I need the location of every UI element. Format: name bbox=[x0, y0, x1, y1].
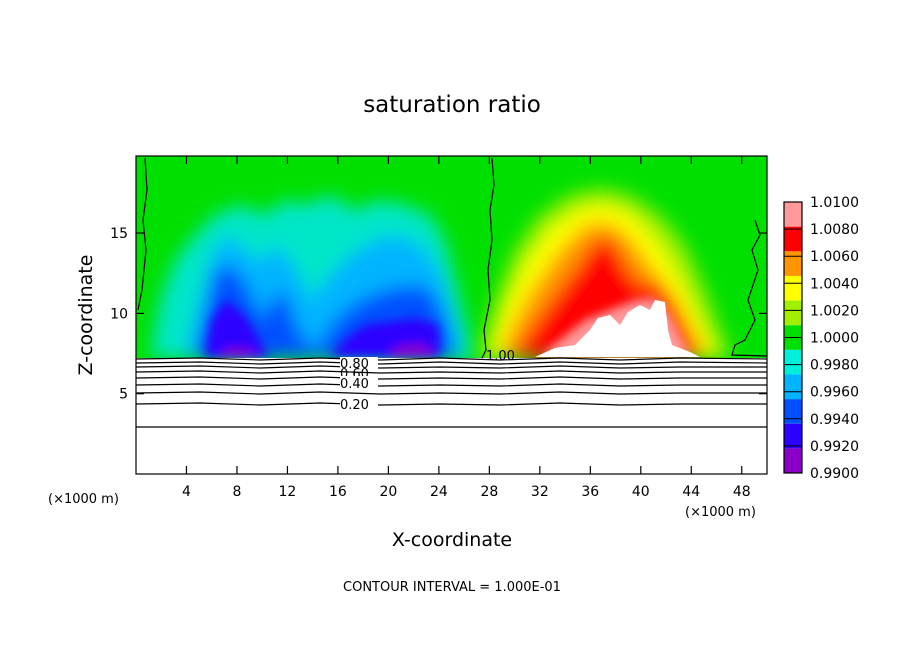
x-tick-label: 12 bbox=[279, 484, 297, 500]
colorbar-label: 0.9980 bbox=[810, 358, 859, 374]
colorbar-label: 1.0080 bbox=[810, 222, 859, 238]
colorbar-label: 0.9920 bbox=[810, 439, 859, 455]
contour-line-0-40 bbox=[136, 383, 767, 387]
colorbar: 0.9900 0.9920 0.9940 0.9960 0.9980 1.0000 1.00… bbox=[783, 195, 859, 482]
x-tick-label: 32 bbox=[531, 484, 549, 500]
x-tick-label: 4 bbox=[182, 484, 191, 500]
lower-region bbox=[136, 358, 767, 474]
contour-line-1-00-right bbox=[731, 219, 767, 357]
x-tick-label: 36 bbox=[581, 484, 599, 500]
y-axis-label: Z-coordinate bbox=[75, 255, 97, 376]
colorbar-swatch bbox=[784, 399, 802, 424]
contour-line-1-00-center bbox=[481, 157, 495, 359]
colorbar-label: 1.0060 bbox=[810, 249, 859, 265]
x-tick-label: 24 bbox=[430, 484, 448, 500]
colorbar-swatch bbox=[784, 374, 802, 400]
x-tick-label: 8 bbox=[232, 484, 241, 500]
colorbar-label: 0.9900 bbox=[810, 466, 859, 482]
contour-line-0-70 bbox=[136, 365, 767, 369]
contour-line-0-80 bbox=[136, 361, 767, 365]
colorbar-label: 1.0100 bbox=[810, 195, 859, 211]
x-axis-label: X-coordinate bbox=[392, 529, 512, 551]
y-axis-ticks: 5 10 15 bbox=[110, 226, 767, 403]
x-axis-unit: (×1000 m) bbox=[685, 505, 756, 520]
colorbar-swatch bbox=[784, 275, 802, 301]
x-tick-label: 44 bbox=[682, 484, 700, 500]
saturation-field bbox=[136, 156, 767, 474]
colorbar-swatch bbox=[784, 349, 802, 375]
contour-label-0-20: 0.20 bbox=[340, 398, 369, 413]
contour-line-0-60 bbox=[136, 370, 767, 374]
contour-label-1-00: 1.00 bbox=[486, 349, 515, 364]
plot-frame bbox=[135, 155, 768, 475]
x-tick-label: 16 bbox=[329, 484, 347, 500]
colorbar-swatch bbox=[784, 226, 802, 252]
contour-line-0-20 bbox=[136, 402, 767, 406]
contour-line-0-50 bbox=[136, 376, 767, 380]
contour-line-0-90 bbox=[136, 357, 767, 361]
y-tick-label: 10 bbox=[110, 306, 128, 322]
x-tick-label: 48 bbox=[733, 484, 751, 500]
colorbar-label: 0.9960 bbox=[810, 385, 859, 401]
colorbar-swatch bbox=[784, 300, 802, 326]
colorbar-swatch bbox=[784, 202, 802, 227]
x-axis-ticks: 4 8 12 16 20 24 28 32 36 40 44 48 bbox=[182, 156, 751, 500]
x-tick-label: 28 bbox=[480, 484, 498, 500]
y-axis-unit: (×1000 m) bbox=[48, 492, 119, 507]
y-tick-label: 5 bbox=[119, 387, 128, 403]
colorbar-swatch bbox=[784, 251, 802, 276]
contour-line-1-00-left bbox=[137, 157, 148, 311]
colorbar-swatch bbox=[784, 423, 802, 449]
x-tick-label: 20 bbox=[379, 484, 397, 500]
contour-label-0-40: 0.40 bbox=[340, 377, 369, 392]
chart-title: saturation ratio bbox=[363, 92, 541, 118]
colorbar-label: 1.0000 bbox=[810, 331, 859, 347]
x-tick-label: 40 bbox=[632, 484, 650, 500]
colorbar-label: 1.0040 bbox=[810, 276, 859, 292]
colorbar-label: 1.0020 bbox=[810, 303, 859, 319]
contour-interval-note: CONTOUR INTERVAL = 1.000E-01 bbox=[343, 580, 561, 595]
contour-label-0-80: 0.80 bbox=[340, 357, 369, 372]
colorbar-label: 0.9940 bbox=[810, 412, 859, 428]
y-tick-label: 15 bbox=[110, 226, 128, 242]
contour-labels: 0.80 0.60 0.40 0.20 1.00 bbox=[340, 349, 515, 413]
contour-line-0-30 bbox=[136, 391, 767, 395]
contour-lines bbox=[136, 157, 767, 428]
cloud-region bbox=[535, 300, 700, 357]
colorbar-swatch bbox=[784, 448, 802, 473]
plot-area bbox=[136, 156, 767, 474]
